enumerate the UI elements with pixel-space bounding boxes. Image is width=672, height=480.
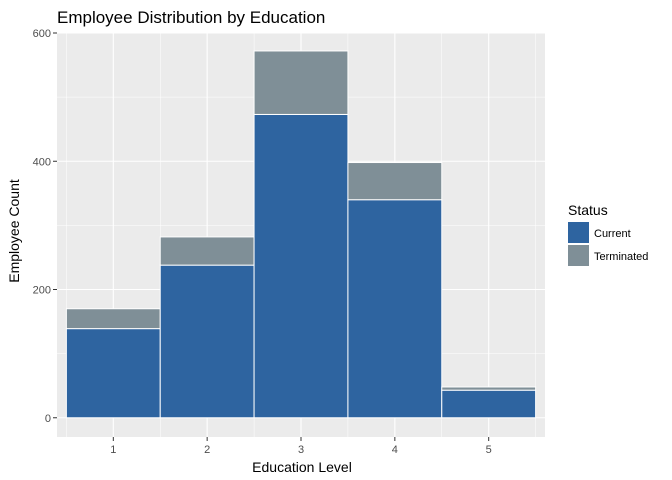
bar-current-2 (159, 264, 255, 419)
y-tick-label: 0 (45, 413, 51, 425)
bars (65, 50, 537, 419)
y-axis: 0 200 400 600 (33, 28, 57, 425)
bar-current-4 (347, 199, 443, 419)
x-tick-label: 4 (392, 444, 398, 456)
bar-terminated-2 (159, 236, 255, 266)
legend-swatch-terminated (568, 245, 589, 266)
y-tick-label: 200 (33, 285, 51, 297)
legend-label-current: Current (594, 228, 631, 240)
x-tick-label: 5 (486, 444, 492, 456)
bar-terminated-4 (347, 162, 443, 201)
bar-current-5 (441, 389, 537, 419)
y-axis-title: Employee Count (6, 179, 22, 283)
x-axis-title: Education Level (252, 459, 352, 475)
bar-terminated-1 (65, 308, 161, 330)
x-axis: 1 2 3 4 5 (110, 437, 492, 456)
y-tick-label: 600 (33, 28, 51, 40)
bar-current-1 (65, 328, 161, 419)
legend-title: Status (568, 202, 608, 218)
legend-label-terminated: Terminated (594, 251, 648, 263)
chart-title: Employee Distribution by Education (57, 8, 325, 27)
legend: Status Current Terminated (568, 202, 648, 266)
x-tick-label: 1 (110, 444, 116, 456)
legend-swatch-current (568, 222, 589, 243)
bar-current-3 (253, 113, 349, 419)
x-tick-label: 3 (298, 444, 304, 456)
y-tick-label: 400 (33, 156, 51, 168)
x-tick-label: 2 (204, 444, 210, 456)
bar-terminated-5 (441, 386, 537, 391)
bar-terminated-3 (253, 50, 349, 115)
